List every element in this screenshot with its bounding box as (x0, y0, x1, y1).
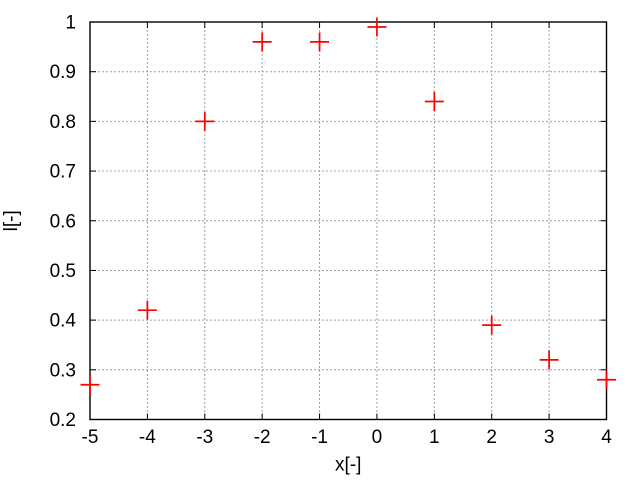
svg-text:1: 1 (429, 427, 440, 448)
svg-text:2: 2 (486, 427, 497, 448)
svg-text:1: 1 (65, 13, 76, 34)
svg-text:-1: -1 (311, 427, 328, 448)
svg-text:-5: -5 (82, 427, 99, 448)
svg-text:x[-]: x[-] (335, 455, 361, 476)
svg-text:0: 0 (372, 427, 383, 448)
svg-text:0.8: 0.8 (50, 112, 76, 133)
svg-text:0.6: 0.6 (50, 211, 76, 232)
svg-text:0.3: 0.3 (50, 360, 76, 381)
svg-text:0.4: 0.4 (50, 311, 77, 332)
svg-text:4: 4 (601, 427, 612, 448)
svg-text:-3: -3 (196, 427, 213, 448)
svg-text:l[-]: l[-] (1, 210, 22, 231)
svg-text:-2: -2 (254, 427, 271, 448)
svg-text:0.9: 0.9 (50, 62, 76, 83)
svg-text:0.5: 0.5 (50, 261, 76, 282)
svg-text:0.7: 0.7 (50, 162, 76, 183)
svg-text:0.2: 0.2 (50, 410, 76, 431)
svg-text:3: 3 (544, 427, 555, 448)
svg-text:-4: -4 (139, 427, 156, 448)
